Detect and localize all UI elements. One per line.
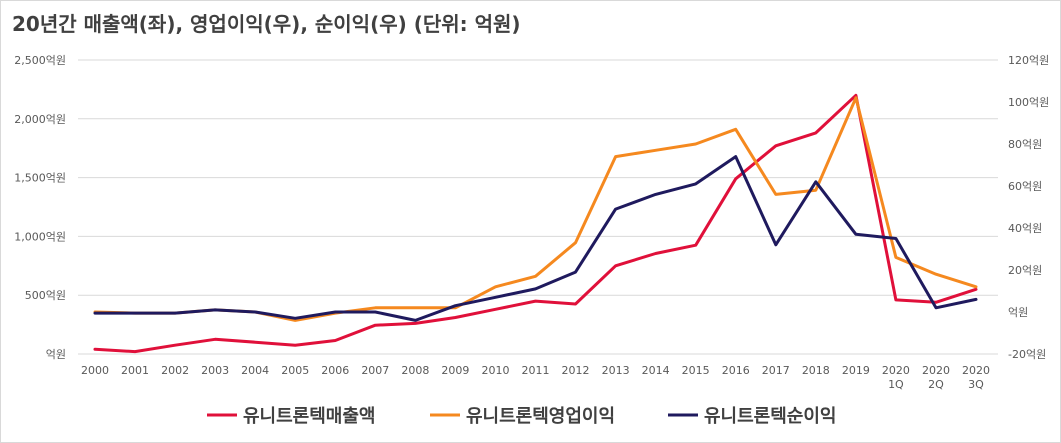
series-line-sales [93, 93, 978, 354]
x-tick-label: 2012 [562, 364, 590, 377]
y-left-tick-label: 2,500억원 [14, 54, 66, 67]
chart-title: 20년간 매출액(좌), 영업이익(우), 순이익(우) (단위: 억원) [12, 12, 521, 36]
legend-label: 유니트론텍영업이익 [466, 406, 615, 427]
x-tick-label: 2016 [722, 364, 750, 377]
y-right-tick-label: 40억원 [1008, 222, 1042, 235]
x-tick-label: 2006 [321, 364, 349, 377]
y-left-tick-label: 2,000억원 [14, 113, 66, 126]
series-lines [93, 93, 978, 354]
x-tick-label: 2005 [281, 364, 309, 377]
y-right-tick-label: -20억원 [1008, 348, 1046, 361]
y-right-tick-label: 100억원 [1008, 96, 1049, 109]
y-left-tick-label: 억원 [46, 348, 66, 361]
x-tick-label: 2010 [481, 364, 509, 377]
y-left-tick-label: 1,500억원 [14, 172, 66, 185]
y-axis-left: 억원 500억원 1,000억원 1,500억원 2,000억원 2,500억원 [14, 54, 66, 361]
x-tick-label: 2020 1Q [882, 364, 910, 391]
x-tick-label: 2014 [642, 364, 670, 377]
x-axis: 2000 2001 2002 2003 2004 2005 2006 2007 2008 2009… [81, 364, 990, 391]
legend-label: 유니트론텍순이익 [704, 406, 836, 427]
x-tick-label: 2004 [241, 364, 269, 377]
legend-label: 유니트론텍매출액 [243, 406, 375, 427]
series-line-net-income [93, 155, 978, 322]
y-axis-right: -20억원 억원 20억원 40억원 60억원 80억원 100억원 120억원 [1008, 54, 1049, 361]
x-tick-label: 2002 [161, 364, 189, 377]
x-tick-label: 2000 [81, 364, 109, 377]
y-right-tick-label: 60억원 [1008, 180, 1042, 193]
series-line-op-income [93, 96, 978, 322]
x-tick-label: 2001 [121, 364, 149, 377]
y-right-tick-label: 억원 [1008, 306, 1028, 319]
y-left-tick-label: 500억원 [25, 289, 66, 302]
x-tick-label: 2013 [602, 364, 630, 377]
y-right-tick-label: 120억원 [1008, 54, 1049, 67]
x-tick-label: 2017 [762, 364, 790, 377]
y-right-tick-label: 80억원 [1008, 138, 1042, 151]
x-tick-label: 2007 [361, 364, 389, 377]
x-tick-label: 2008 [401, 364, 429, 377]
y-left-tick-label: 1,000억원 [14, 230, 66, 243]
x-tick-label: 2020 3Q [962, 364, 990, 391]
grid-lines [78, 59, 998, 355]
x-tick-label: 2020 2Q [922, 364, 950, 391]
x-tick-label: 2018 [802, 364, 830, 377]
x-tick-label: 2003 [201, 364, 229, 377]
x-tick-label: 2011 [522, 364, 550, 377]
y-right-tick-label: 20억원 [1008, 264, 1042, 277]
x-tick-label: 2009 [441, 364, 469, 377]
x-tick-label: 2019 [842, 364, 870, 377]
legend: 유니트론텍매출액 유니트론텍영업이익 유니트론텍순이익 [207, 406, 836, 427]
x-tick-label: 2015 [682, 364, 710, 377]
